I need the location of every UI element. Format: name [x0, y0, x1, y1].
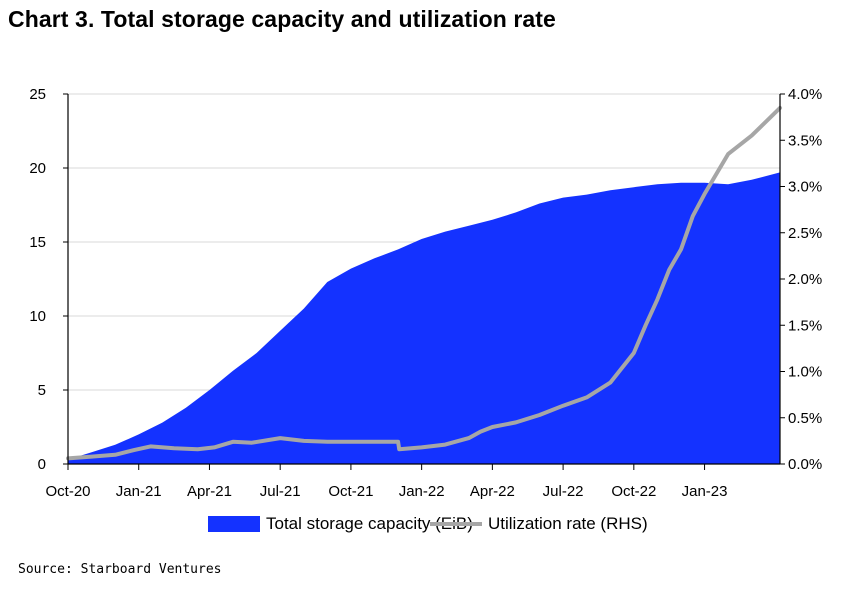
y-right-tick-label-0.0%: 0.0%	[788, 456, 822, 473]
x-tick-label-Oct-20: Oct-20	[45, 483, 90, 500]
y-left-tick-label-0: 0	[38, 456, 46, 473]
series-line-layer	[66, 105, 782, 461]
legend-item-capacity: Total storage capacity (EiB)	[208, 510, 473, 538]
x-tick-label-Apr-22: Apr-22	[470, 483, 515, 500]
y-right-tick-label-2.5%: 2.5%	[788, 225, 822, 242]
y-left-tick-label-5: 5	[38, 382, 46, 399]
x-tick-label-Jan-23: Jan-23	[682, 483, 728, 500]
chart-title: Chart 3. Total storage capacity and util…	[8, 6, 556, 32]
y-right-tick-label-3.0%: 3.0%	[788, 179, 822, 196]
tick-labels: 0 5 10 15 20 25 0.0% 0.5% 1.0% 1.5% 2.0% 2.5% 3.0% 3.…	[29, 86, 822, 500]
y-right-tick-label-3.5%: 3.5%	[788, 132, 822, 149]
y-right-tick-label-4.0%: 4.0%	[788, 86, 822, 103]
legend: Total storage capacity (EiB) Utilization…	[0, 510, 865, 538]
y-right-tick-label-1.5%: 1.5%	[788, 317, 822, 334]
y-right-tick-label-1.0%: 1.0%	[788, 364, 822, 381]
x-tick-label-Jul-21: Jul-21	[260, 483, 301, 500]
series-line-utilization-rate	[66, 105, 782, 461]
legend-label-capacity: Total storage capacity (EiB)	[266, 514, 473, 533]
y-left-tick-label-25: 25	[29, 86, 46, 103]
legend-swatch-capacity	[208, 516, 260, 532]
x-tick-label-Jan-22: Jan-22	[399, 483, 445, 500]
y-left-tick-label-20: 20	[29, 160, 46, 177]
legend-label-utilization: Utilization rate (RHS)	[488, 514, 648, 533]
x-tick-label-Oct-22: Oct-22	[611, 483, 656, 500]
x-tick-label-Apr-21: Apr-21	[187, 483, 232, 500]
legend-item-utilization: Utilization rate (RHS)	[430, 510, 648, 538]
y-right-tick-label-2.0%: 2.0%	[788, 271, 822, 288]
x-tick-label-Jan-21: Jan-21	[116, 483, 162, 500]
source-note: Source: Starboard Ventures	[18, 562, 222, 577]
x-tick-label-Oct-21: Oct-21	[328, 483, 373, 500]
axes	[63, 93, 785, 470]
legend-swatch-utilization	[430, 522, 482, 526]
y-left-tick-label-15: 15	[29, 234, 46, 251]
y-right-tick-label-0.5%: 0.5%	[788, 410, 822, 427]
y-left-tick-label-10: 10	[29, 308, 46, 325]
x-tick-label-Jul-22: Jul-22	[543, 483, 584, 500]
series-area-layer	[68, 172, 780, 464]
series-area-total-storage-capacity	[68, 172, 780, 464]
